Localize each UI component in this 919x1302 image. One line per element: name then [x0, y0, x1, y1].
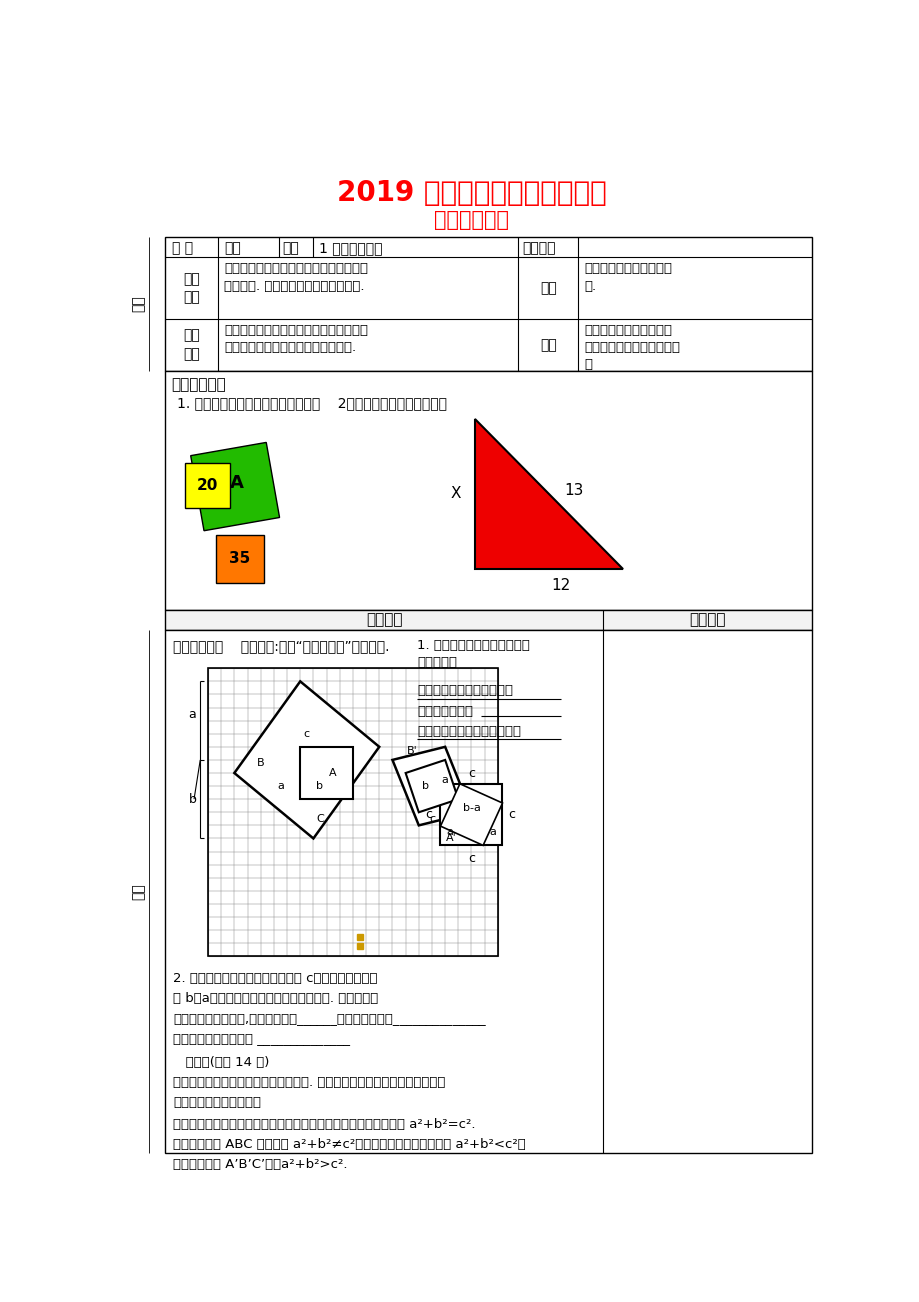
Text: a: a: [188, 707, 196, 720]
Bar: [185, 464, 230, 508]
Text: a: a: [441, 775, 448, 785]
Text: c: c: [428, 814, 435, 824]
Text: b: b: [188, 793, 197, 806]
Text: 大正方形面积可以表示为：: 大正方形面积可以表示为：: [417, 684, 513, 697]
Text: 1 探索勾股定理: 1 探索勾股定理: [319, 241, 382, 255]
Text: 学校: 学校: [131, 883, 145, 900]
Text: 授课教师: 授课教师: [521, 241, 555, 255]
Text: a: a: [277, 781, 284, 792]
Text: A: A: [230, 474, 244, 492]
Text: a: a: [446, 827, 453, 836]
Text: B': B': [406, 746, 417, 755]
Text: 1. 请用两种方法表示这个大正
方形的面积: 1. 请用两种方法表示这个大正 方形的面积: [417, 639, 529, 669]
Polygon shape: [440, 784, 502, 845]
Text: 教学
目标: 教学 目标: [183, 272, 200, 305]
Text: A: A: [329, 768, 336, 779]
Text: 课题: 课题: [282, 241, 299, 255]
Text: 难点: 难点: [539, 339, 556, 352]
Polygon shape: [300, 747, 353, 799]
Text: 20: 20: [197, 478, 218, 493]
Text: 1. 图中的字母表示区的面积是多少？    2、图中的字母代表的长度？: 1. 图中的字母表示区的面积是多少？ 2、图中的字母代表的长度？: [176, 397, 447, 410]
Bar: [165, 237, 811, 371]
Text: B: B: [256, 758, 265, 768]
Text: 德育
目标: 德育 目标: [183, 328, 200, 361]
Text: c: c: [303, 729, 310, 738]
Polygon shape: [392, 747, 471, 825]
Text: c: c: [468, 767, 474, 780]
Text: 对比这两种表示方法，可得出: 对比这两种表示方法，可得出: [417, 725, 521, 738]
Text: c: c: [508, 809, 516, 822]
Polygon shape: [440, 784, 502, 845]
Text: 数学: 数学: [224, 241, 241, 255]
Text: 学会用拼图的方法验证勾
股定理，培养学生的创新能
力: 学会用拼图的方法验证勾 股定理，培养学生的创新能 力: [584, 324, 680, 371]
Text: c: c: [468, 852, 474, 865]
Text: b: b: [422, 781, 428, 792]
Polygon shape: [234, 681, 379, 838]
Text: 2019 年北师大版精品数学资料: 2019 年北师大版精品数学资料: [336, 180, 606, 207]
Text: C: C: [316, 814, 323, 824]
Text: 12: 12: [550, 578, 570, 594]
Text: 姓名: 姓名: [131, 296, 145, 312]
Bar: [165, 609, 811, 630]
Text: 一、自主学习: 一、自主学习: [171, 378, 226, 392]
Text: 议一议(课本 14 页)
前面讨论了直角三角形三边满足的关系. 那么锐角三角形或钝角三角形的三边
是否也满足这一关系呢？: 议一议(课本 14 页) 前面讨论了直角三角形三边满足的关系. 那么锐角三角形或…: [173, 1056, 445, 1109]
Text: 重点: 重点: [539, 281, 556, 296]
Text: 35: 35: [229, 552, 250, 566]
Text: 课堂笔记: 课堂笔记: [689, 612, 725, 628]
Text: 学会用拼图的方法验证勾股定理，培养学
生的创新能力和解决实际问题的能力.: 学会用拼图的方法验证勾股定理，培养学 生的创新能力和解决实际问题的能力.: [224, 324, 368, 354]
Text: a: a: [489, 827, 496, 836]
Polygon shape: [475, 419, 622, 569]
Text: c: c: [425, 809, 432, 822]
Text: A': A': [446, 833, 457, 844]
Polygon shape: [190, 443, 279, 531]
Polygon shape: [405, 760, 458, 812]
Bar: [208, 668, 497, 956]
Text: 探索勾股定理: 探索勾股定理: [434, 210, 508, 230]
Text: 掌握勾股定理，了解利用拼图验证勾股定
理的方法. 运用勾股解决一些实际问题.: 掌握勾股定理，了解利用拼图验证勾股定 理的方法. 运用勾股解决一些实际问题.: [224, 263, 368, 293]
Bar: [165, 630, 811, 1152]
Bar: [165, 371, 811, 609]
Text: X: X: [450, 487, 461, 501]
Text: C': C': [446, 807, 457, 818]
Text: b: b: [316, 781, 323, 792]
Text: 二、互动导学    阅读课本:了解“青朱出入图”无字证明.: 二、互动导学 阅读课本:了解“青朱出入图”无字证明.: [173, 639, 390, 654]
Text: 13: 13: [564, 483, 584, 497]
Text: b-a: b-a: [462, 803, 480, 814]
Text: 学 科: 学 科: [171, 241, 192, 255]
Text: 又可以表示为：: 又可以表示为：: [417, 706, 472, 719]
Text: 教学过程: 教学过程: [366, 612, 403, 628]
Text: 2. 如下图所示，大正方形的边长是 c，小正方形的边长
为 b－a，利用这个图题可以说明勾股定理. 大正方形的
面积有两种表示方法,既可以表示为______，又: 2. 如下图所示，大正方形的边长是 c，小正方形的边长 为 b－a，利用这个图题…: [173, 971, 485, 1044]
Text: 观察图，用数格子的方法判断图中两个三角形的三边关系是否满足 a²+b²=c².
在钝角三角形 ABC 中，虽然 a²+b²≠c²，但它们之间也有一种关系 a²+: 观察图，用数格子的方法判断图中两个三角形的三边关系是否满足 a²+b²=c². …: [173, 1118, 526, 1170]
Text: 运用勾股解决一些实际问
题.: 运用勾股解决一些实际问 题.: [584, 263, 672, 293]
Bar: [216, 535, 264, 583]
